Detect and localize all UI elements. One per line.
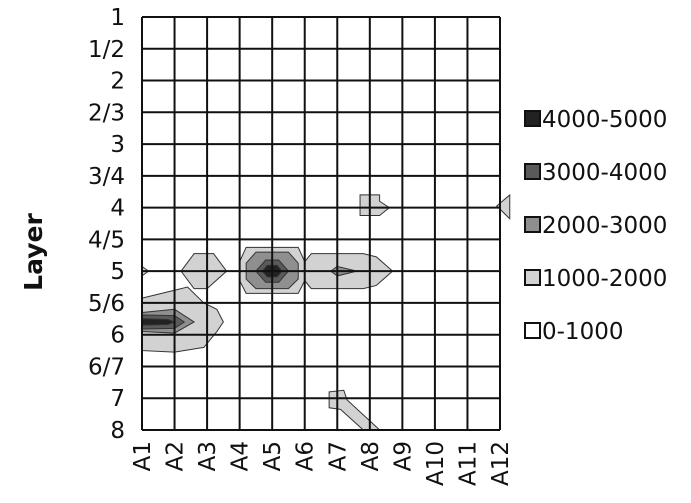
contour-region-1000-2000-6 (496, 193, 511, 220)
contour-region-4000-5000-14 (141, 318, 176, 326)
contour-region-1000-2000-5 (359, 194, 391, 217)
legend: 4000-5000 3000-4000 2000-3000 1000-2000 0-10… (524, 107, 667, 345)
y-tick-label: 2/3 (88, 100, 125, 126)
grid-lines (141, 16, 501, 431)
legend-label: 2000-3000 (542, 213, 667, 239)
y-tick-label: 4 (110, 196, 125, 222)
contour-regions (141, 193, 511, 431)
x-tick-label: A6 (293, 441, 319, 471)
legend-label: 1000-2000 (542, 266, 667, 292)
y-tick-label: 5 (110, 259, 125, 285)
x-tick-label: A3 (195, 441, 221, 471)
x-tick-label: A7 (325, 441, 351, 471)
x-tick-label: A11 (455, 441, 481, 486)
legend-swatch (524, 163, 541, 180)
y-tick-label: 1/2 (88, 37, 125, 63)
y-tick-label: 5/6 (88, 291, 125, 317)
x-tick-label: A12 (488, 441, 514, 486)
legend-swatch (524, 322, 541, 339)
y-tick-label: 3 (110, 132, 125, 158)
x-tick-label: A10 (423, 441, 449, 486)
y-tick-label: 6 (110, 323, 125, 349)
x-tick-label: A8 (358, 441, 384, 471)
y-tick-label: 7 (110, 386, 125, 412)
legend-label: 4000-5000 (542, 107, 667, 133)
x-tick-label: A4 (228, 441, 254, 471)
y-tick-label: 4/5 (88, 227, 125, 253)
legend-swatch (524, 216, 541, 233)
y-tick-label: 6/7 (88, 354, 125, 380)
x-tick-labels: A1 A2 A3 A4 A5 A6 A7 A8 A9 A10 A11 A12 (130, 441, 514, 486)
x-tick-label: A5 (260, 441, 286, 471)
legend-label: 3000-4000 (542, 160, 667, 186)
x-tick-label: A9 (390, 441, 416, 471)
y-tick-label: 2 (110, 69, 125, 95)
y-tick-label: 3/4 (88, 164, 125, 190)
legend-swatch (524, 110, 541, 127)
y-tick-labels: 1 1/2 2 2/3 3 3/4 4 4/5 5 5/6 6 6/7 7 8 (88, 5, 125, 444)
y-tick-label: 8 (110, 418, 125, 444)
x-tick-label: A1 (130, 441, 156, 471)
y-axis-label: Layer (19, 213, 48, 291)
legend-label: 0-1000 (542, 319, 623, 345)
y-tick-label: 1 (110, 5, 125, 31)
x-tick-label: A2 (163, 441, 189, 471)
legend-swatch (524, 269, 541, 286)
